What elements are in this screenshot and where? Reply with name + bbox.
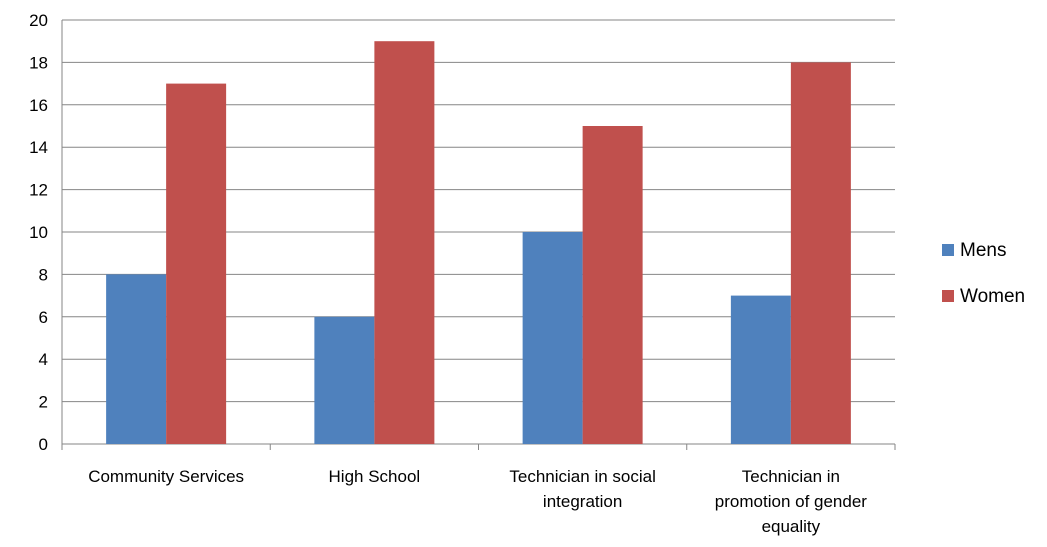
y-tick-label: 6: [39, 308, 48, 327]
y-tick-label: 12: [29, 181, 48, 200]
bar-mens-2: [522, 232, 583, 444]
y-tick-label: 18: [29, 53, 48, 72]
legend-swatch-women: [942, 290, 954, 302]
bar-mens-3: [730, 295, 791, 444]
legend-label-mens: Mens: [960, 240, 1006, 261]
category-label: integration: [543, 492, 622, 511]
legend-label-women: Women: [960, 286, 1025, 307]
y-tick-label: 14: [29, 138, 48, 157]
category-labels: Community Services High School Technician …: [88, 467, 867, 536]
bar-women-0: [166, 83, 227, 444]
y-tick-label: 4: [39, 350, 48, 369]
category-label: Technician in social: [509, 467, 655, 486]
y-tick-label: 2: [39, 393, 48, 412]
category-label: Technician in: [742, 467, 840, 486]
y-tick-label: 16: [29, 96, 48, 115]
bar-women-3: [790, 62, 851, 445]
y-tick-labels: 0 2 4 6 8 10 12 14 16 18 20: [29, 11, 48, 454]
bar-mens-0: [106, 274, 167, 444]
bars: [106, 41, 851, 445]
category-label: equality: [762, 517, 821, 536]
category-label: promotion of gender: [715, 492, 867, 511]
category-label: High School: [329, 467, 421, 486]
category-label: Community Services: [88, 467, 244, 486]
bar-mens-1: [314, 316, 375, 444]
legend: Mens Women: [942, 240, 1025, 307]
y-tick-label: 0: [39, 435, 48, 454]
y-tick-label: 8: [39, 265, 48, 284]
y-tick-label: 20: [29, 11, 48, 30]
y-tick-label: 10: [29, 223, 48, 242]
legend-swatch-mens: [942, 244, 954, 256]
bar-women-2: [582, 126, 643, 444]
bar-women-1: [374, 41, 435, 444]
